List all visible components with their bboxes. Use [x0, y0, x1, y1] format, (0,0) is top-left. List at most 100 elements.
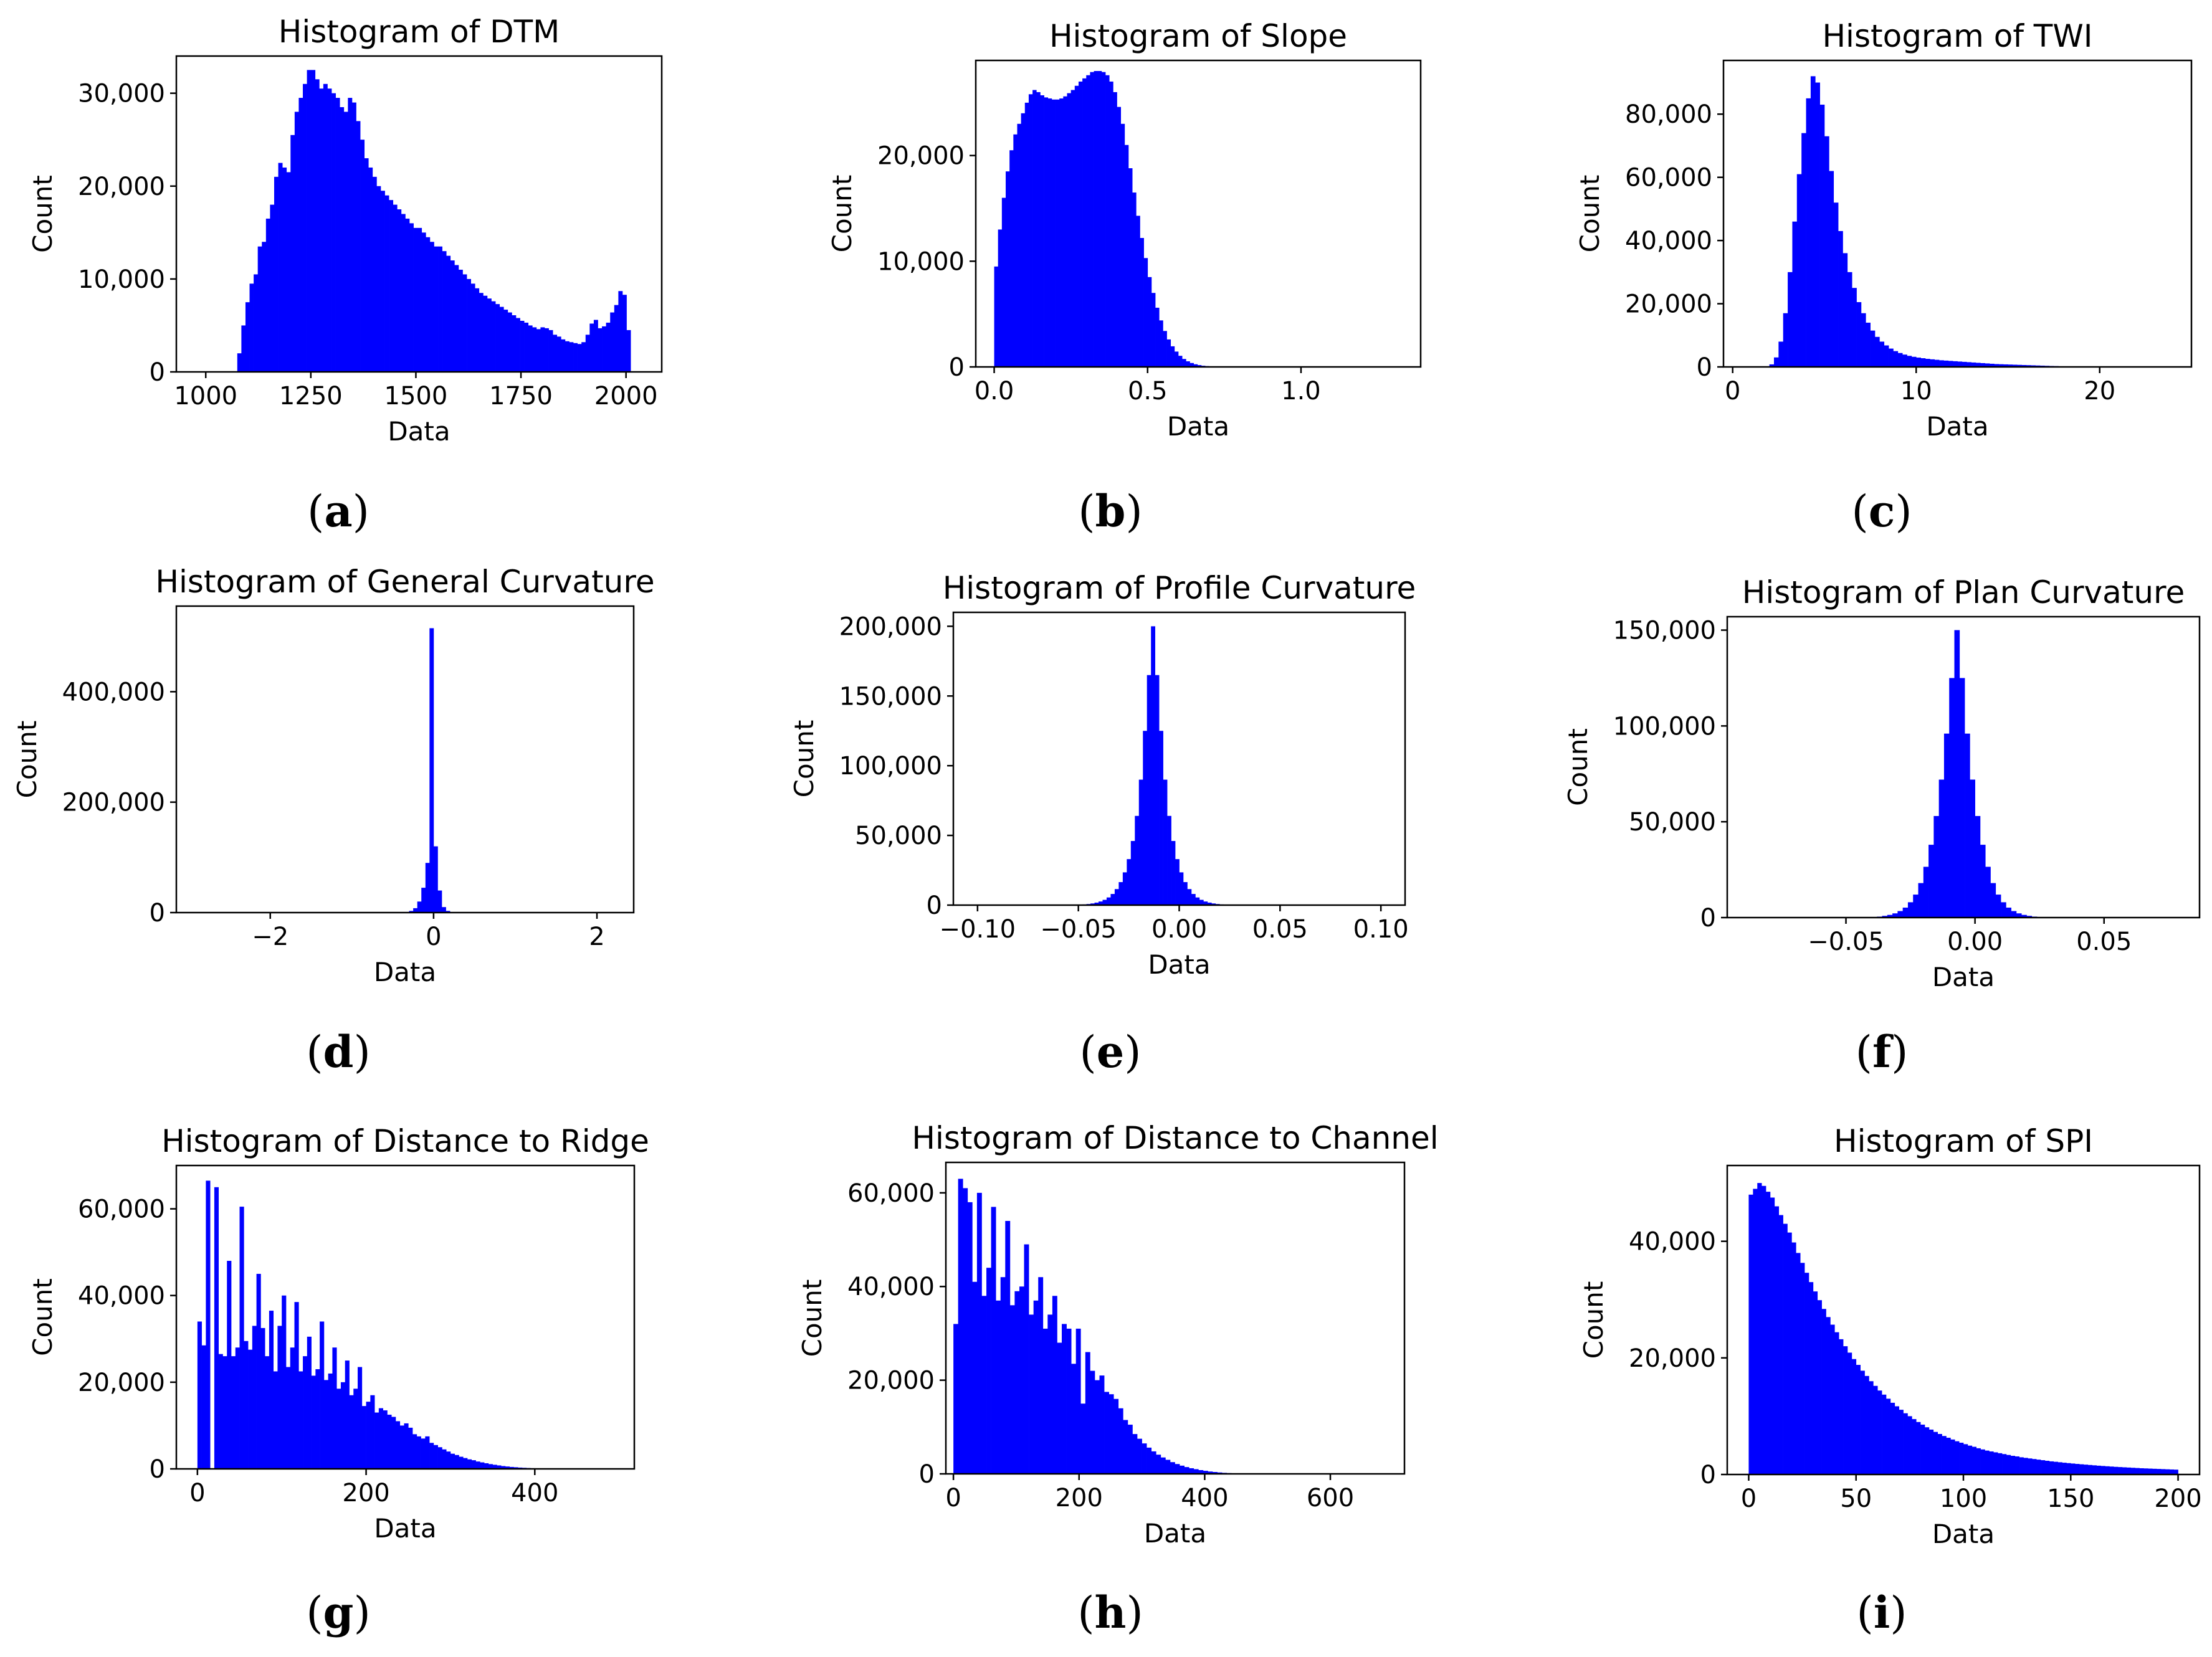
histogram-bar [277, 1326, 282, 1469]
x-tick-label: 1000 [174, 382, 237, 411]
histogram-bar [1882, 916, 1888, 918]
chart-panel-g: 0 200 400 0 20,000 40,000 60,000 Histogram of D… [27, 1123, 649, 1638]
panel-label: (b) [1078, 485, 1143, 537]
histogram-bar [294, 112, 299, 372]
histogram-bar [1165, 1460, 1171, 1474]
histogram-bar [335, 98, 340, 372]
histogram-bar [1778, 341, 1784, 367]
histogram-bar [1990, 883, 1996, 918]
panel-label: (c) [1851, 485, 1912, 537]
histogram-bar [1843, 253, 1848, 367]
y-tick-label: 0 [150, 899, 165, 928]
histogram-bar [1197, 365, 1202, 367]
plot-frame [975, 59, 1422, 368]
histogram-bar [269, 1311, 274, 1469]
histogram-bar [282, 167, 287, 372]
y-tick-label: 200,000 [62, 789, 165, 817]
histogram-bar [610, 312, 615, 372]
y-tick-label: 150,000 [1613, 617, 1716, 645]
histogram-bar [273, 1371, 278, 1469]
chart-title: Histogram of General Curvature [155, 564, 654, 600]
histogram-bar [2075, 1464, 2080, 1474]
histogram-bar [2010, 1456, 2016, 1474]
histogram-bar [421, 1438, 426, 1469]
chart-panel-f: −0.05 0.00 0.05 0 50,000 100,000 150,000 Histog… [1563, 574, 2201, 1078]
histogram-bar [2130, 1468, 2135, 1474]
histogram-bar [1966, 362, 1971, 367]
histogram-bar [1769, 364, 1775, 367]
histogram-bar [1211, 903, 1216, 905]
histogram-bar [1110, 894, 1115, 905]
histogram-bar [437, 890, 442, 913]
histogram-bar [315, 1369, 320, 1469]
histogram-bar [366, 1402, 371, 1469]
histogram-bar [484, 1463, 489, 1469]
histogram-bar [1907, 1416, 1912, 1474]
y-tick-label: 20,000 [877, 142, 965, 171]
histogram-bar [1998, 1453, 2003, 1474]
histogram-bar [413, 908, 418, 913]
chart-title: Histogram of SPI [1834, 1123, 2093, 1159]
histogram-bar [1899, 1410, 1904, 1474]
x-tick-label: 10 [1900, 377, 1932, 406]
histogram-bar [1137, 1438, 1142, 1474]
histogram-bar [1897, 353, 1903, 367]
x-tick-label: 0.0 [975, 377, 1014, 406]
histogram-bar [412, 1434, 417, 1469]
histogram-bar [1155, 675, 1160, 905]
histogram-bar [1985, 1450, 1990, 1474]
histogram-bar [1839, 1339, 1844, 1474]
histogram-bar [1189, 1468, 1194, 1474]
histogram-bar [1080, 1403, 1086, 1474]
histogram-bar [1013, 134, 1018, 367]
histogram-bar [2135, 1468, 2140, 1474]
histogram-bar [265, 1356, 270, 1469]
histogram-bar [425, 1436, 430, 1469]
histogram-bar [393, 204, 398, 372]
histogram-bar [307, 1336, 312, 1469]
histogram-bar [1090, 903, 1095, 905]
histogram-bar [1166, 339, 1171, 367]
histogram-bar [998, 229, 1003, 367]
histogram-bar [1930, 359, 1935, 367]
plot-frame [1722, 59, 2193, 368]
histogram-bar [467, 1459, 472, 1469]
histogram-bar [1163, 331, 1167, 367]
histogram-bar [303, 1356, 308, 1469]
histogram-bar [1975, 363, 1981, 367]
histogram-bar [294, 1302, 299, 1469]
histogram-bar [437, 1447, 442, 1469]
histogram-bar [1019, 1286, 1024, 1474]
histogram-bar [1967, 1445, 1973, 1474]
histogram-bar [1017, 123, 1021, 368]
histogram-bar [1959, 1443, 1964, 1474]
histogram-bar [227, 1261, 232, 1469]
histogram-bar [1924, 1427, 1930, 1474]
histogram-bar [497, 1465, 502, 1469]
histogram-bar [425, 863, 430, 913]
histogram-bar [1001, 197, 1006, 367]
histogram-bar [1796, 174, 1802, 367]
histogram-bar [1783, 313, 1788, 367]
histogram-bar [1208, 1471, 1213, 1474]
histogram-bar [356, 121, 361, 372]
histogram-bar [1990, 363, 1995, 367]
histogram-bar [1155, 307, 1160, 367]
histogram-bar [1193, 364, 1198, 367]
histogram-bar [1864, 1375, 1869, 1474]
histogram-bar [286, 172, 291, 372]
y-axis-label: Count [789, 720, 819, 798]
panel-label: (d) [306, 1026, 371, 1078]
y-tick-label: 60,000 [78, 1195, 165, 1224]
histogram-bar [1184, 1467, 1189, 1474]
histogram-bar [1122, 872, 1127, 905]
histogram-bar [475, 288, 480, 372]
histogram-bar [235, 1347, 240, 1469]
histogram-bar [1042, 1328, 1048, 1474]
histogram-bar [1138, 779, 1143, 905]
y-tick-label: 80,000 [1625, 100, 1712, 129]
histogram-bar [1993, 1452, 1998, 1474]
histogram-bar [491, 301, 496, 372]
histogram-bar [1029, 1314, 1034, 1474]
histogram-bar [459, 1456, 464, 1469]
